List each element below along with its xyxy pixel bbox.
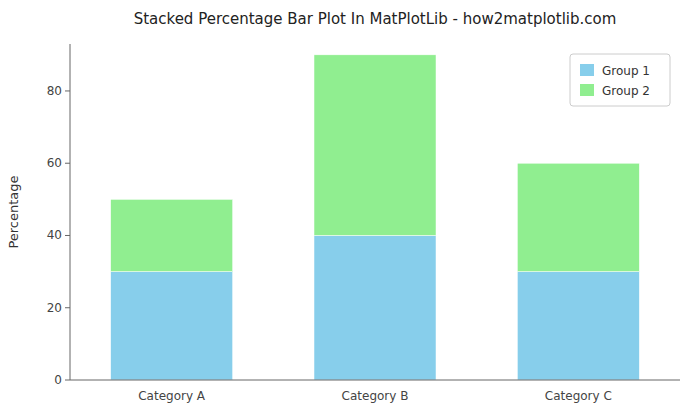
y-tick-label: 0 [54,373,62,387]
y-tick [65,380,70,381]
y-tick [65,90,70,91]
x-axis-line [70,380,680,381]
legend-label: Group 2 [602,84,650,98]
legend-swatch [580,84,594,96]
bar-segment [314,235,436,380]
y-tick [65,163,70,164]
x-axis: Category A Category B Category C [70,380,680,403]
y-tick-label: 60 [47,156,62,170]
chart-title: Stacked Percentage Bar Plot In MatPlotLi… [134,10,617,28]
y-tick-label: 40 [47,228,62,242]
chart-container: Stacked Percentage Bar Plot In MatPlotLi… [0,0,700,420]
y-tick-label: 80 [47,84,62,98]
y-tick [65,307,70,308]
x-tick-label: Category B [342,389,409,403]
y-axis: 0 20 40 60 80 [47,44,70,387]
legend-swatch [580,64,594,76]
x-tick-label: Category A [138,389,206,403]
bar-segment [314,55,436,236]
legend-label: Group 1 [602,64,650,78]
legend-box [570,54,670,106]
bars [111,55,640,380]
y-axis-line [70,44,71,380]
legend: Group 1 Group 2 [570,54,670,106]
y-tick [65,235,70,236]
y-tick-label: 20 [47,301,62,315]
bar-segment [111,272,233,380]
bar-segment [517,163,639,271]
chart-svg: Stacked Percentage Bar Plot In MatPlotLi… [0,0,700,420]
bar-segment [111,199,233,271]
x-tick-label: Category C [545,389,612,403]
bar-segment [517,272,639,380]
y-axis-label: Percentage [6,175,21,248]
